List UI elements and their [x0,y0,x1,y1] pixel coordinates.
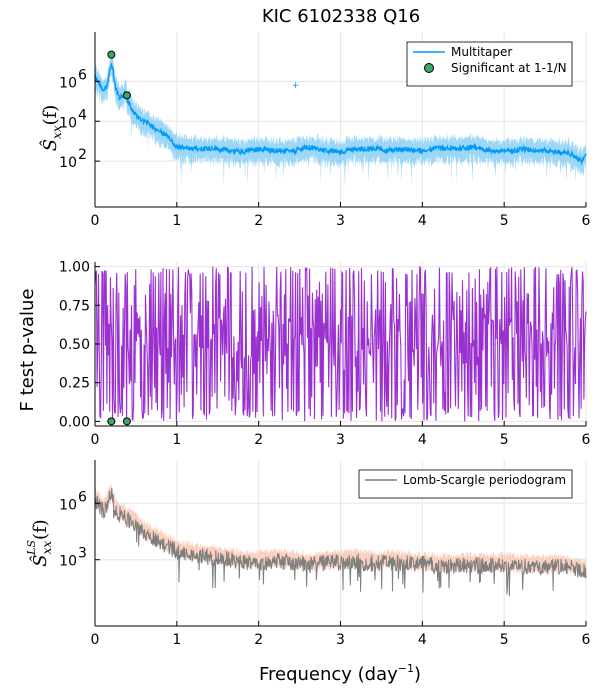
ftest-significant-markers [107,417,131,426]
y-tick-base: 10 [59,497,77,513]
ftest-significant-point [107,417,116,426]
multitaper-line [94,62,587,166]
x-tick-label: 3 [336,213,345,229]
legend-entry: Significant at 1-1/N [451,61,567,75]
y-tick-exponent: 6 [78,67,87,83]
lombscargle-ylabel-base: Ŝ [28,554,51,566]
y-tick-label: 10 [59,497,77,513]
x-tick-label: 4 [418,432,427,448]
spectrum-ylabel: Ŝxx(f) [38,105,64,152]
spectrum-legend: Multitaper Significant at 1-1/N [406,41,573,87]
x-axis-label-base: Frequency (day [259,664,398,685]
lombscargle-ylabel-sup: LS [25,540,38,556]
x-tick-label: 3 [336,632,345,648]
stray-marker: + [292,81,300,91]
x-tick-label: 1 [172,632,181,648]
x-tick-label: 4 [418,632,427,648]
x-axis-label-end: ) [414,664,421,685]
significant-point [107,50,116,59]
x-tick-label: 3 [336,432,345,448]
lombscargle-ylabel: ŜxxLS(f) [25,519,54,566]
multitaper-uncertainty-band [95,51,586,189]
lombscargle-series [94,488,587,597]
x-tick-label: 4 [418,213,427,229]
x-tick-label: 2 [254,632,263,648]
x-tick-label: 1 [172,432,181,448]
y-tick-base: 10 [59,115,77,131]
lombscargle-ylabel-arg: (f) [30,519,51,540]
x-tick-label: 6 [582,432,591,448]
ftest-axes [94,262,587,427]
legend-box [406,41,573,87]
y-tick-exponent: 3 [78,546,87,562]
ftest-series [94,265,587,422]
x-tick-label: 0 [91,632,100,648]
legend-entry: Lomb-Scargle periodogram [403,473,566,487]
legend-marker-swatch [424,63,434,73]
significant-point [122,91,131,100]
y-tick-exponent: 2 [78,147,87,163]
lombscargle-y-ticks: 10 310 6 [59,489,87,569]
x-tick-label: 0 [91,213,100,229]
legend-box [358,469,573,499]
multitaper-series [94,62,587,166]
x-tick-label: 6 [582,213,591,229]
y-tick-label: 10 [59,554,77,570]
lombscargle-axes [94,460,587,627]
x-tick-label: 5 [500,213,509,229]
ftest-y-ticks: 0.00 0.25 0.50 0.75 1.00 [59,260,90,431]
spectrum-ylabel-arg: (f) [40,105,61,126]
lombscargle-ylabel-sub: xx [40,541,54,555]
y-tick-label: 1.00 [59,260,90,276]
spectrum-ylabel-base: Ŝ [38,139,61,151]
y-tick-exponent: 6 [78,489,87,505]
y-tick-label: 0.75 [59,298,90,314]
y-tick-label: 0.00 [59,414,90,430]
y-tick-base: 10 [59,75,77,91]
spectrum-x-ticks: 0 1 2 3 4 5 6 [91,213,591,229]
y-tick-label: 0.50 [59,337,90,353]
y-tick-exponent: 4 [78,107,87,123]
ftest-line [94,265,587,422]
ftest-significant-point [122,417,131,426]
ftest-panel: 0 1 2 3 4 5 6 0.00 0.25 0.50 0.75 1.00 F test p-va… [17,260,591,448]
x-tick-label: 1 [172,213,181,229]
y-tick-base: 10 [59,554,77,570]
y-tick-label: 10 [59,115,77,131]
ftest-x-ticks: 0 1 2 3 4 5 6 [91,432,591,448]
significant-markers: + [107,50,300,100]
x-axis-label: Frequency (day−1) [259,662,421,685]
spectrum-ylabel-sub: xx [50,125,64,139]
lombscargle-x-ticks: 0 1 2 3 4 5 6 [91,632,591,648]
multitaper-band [95,51,586,189]
x-tick-label: 5 [500,432,509,448]
y-tick-label: 0.25 [59,376,90,392]
y-tick-base: 10 [59,155,77,171]
x-tick-label: 5 [500,632,509,648]
y-tick-label: 10 [59,75,77,91]
x-tick-label: 6 [582,632,591,648]
x-tick-label: 2 [254,213,263,229]
legend-entry: Multitaper [451,45,512,59]
x-axis-label-exp: −1 [398,662,414,675]
x-tick-label: 0 [91,432,100,448]
chart-title: KIC 6102338 Q16 [262,6,420,27]
x-tick-label: 2 [254,432,263,448]
lombscargle-legend: Lomb-Scargle periodogram [358,469,573,499]
spectrum-axes [94,32,587,208]
ftest-ylabel: F test p-value [17,289,38,412]
y-tick-label: 10 [59,155,77,171]
lombscargle-line [94,488,587,597]
